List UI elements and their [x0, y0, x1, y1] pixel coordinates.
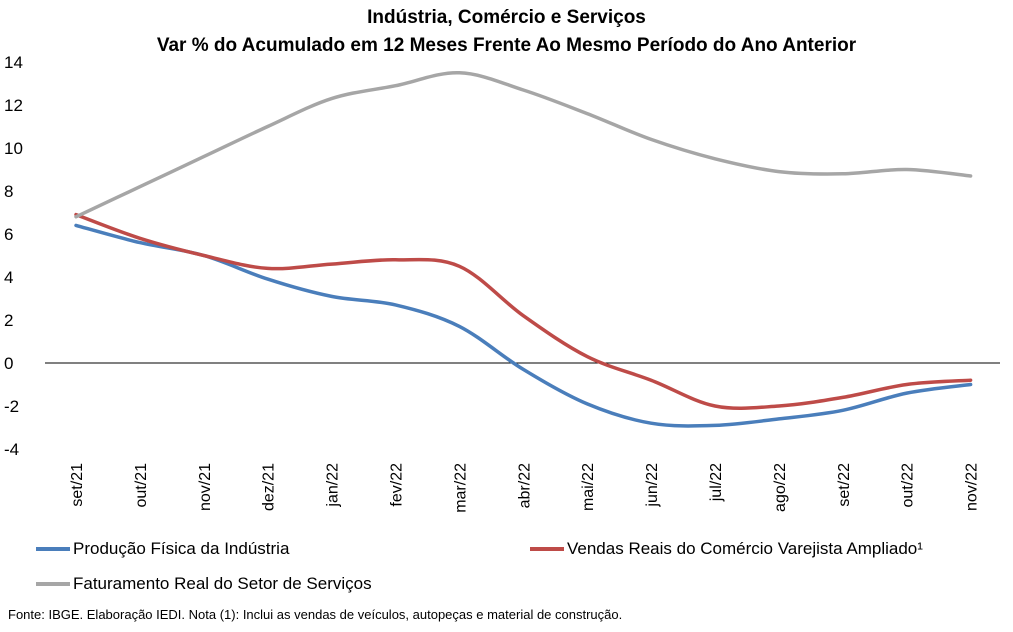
x-tick-label: jan/22	[325, 463, 342, 508]
x-tick-label: set/21	[69, 463, 86, 507]
x-tick-label: dez/21	[261, 463, 278, 511]
y-tick-label: -2	[4, 397, 19, 416]
y-tick-label: 2	[4, 311, 13, 330]
y-tick-label: 4	[4, 268, 13, 287]
x-tick-label: fev/22	[389, 463, 406, 507]
legend-swatch-industria	[36, 547, 70, 551]
x-tick-label: ago/22	[772, 463, 789, 512]
legend-item-comercio: Vendas Reais do Comércio Varejista Ampli…	[530, 539, 923, 559]
source-note: Fonte: IBGE. Elaboração IEDI. Nota (1): …	[8, 607, 623, 622]
legend-label-comercio: Vendas Reais do Comércio Varejista Ampli…	[567, 539, 923, 558]
line-chart: 14 12 10 8 6 4 2 0 -2 -4 set/21 out/21 nov/21 dez/21…	[4, 53, 1000, 513]
x-tick-label: abr/22	[516, 463, 533, 508]
x-tick-label: mar/22	[452, 463, 469, 513]
legend-item-servicos: Faturamento Real do Setor de Serviços	[36, 574, 372, 594]
legend-swatch-servicos	[36, 582, 70, 586]
legend-item-industria: Produção Física da Indústria	[36, 539, 289, 559]
y-tick-label: 8	[4, 182, 13, 201]
chart-title: Indústria, Comércio e Serviços Var % do …	[0, 4, 1013, 60]
series-lines	[74, 71, 973, 428]
series-line-servicos	[74, 71, 973, 219]
x-tick-label: set/22	[836, 463, 853, 507]
chart-subtitle-line: Var % do Acumulado em 12 Meses Frente Ao…	[156, 35, 857, 56]
y-tick-label: 12	[4, 96, 23, 115]
x-tick-label: mai/22	[580, 463, 597, 511]
x-tick-label: jun/22	[644, 463, 661, 508]
y-tick-label: 14	[4, 53, 23, 72]
x-tick-label: nov/21	[197, 463, 214, 511]
x-axis-ticks: set/21 out/21 nov/21 dez/21 jan/22 fev/22 mar/…	[69, 463, 981, 513]
x-tick-label: out/21	[133, 463, 150, 508]
x-tick-label: nov/22	[964, 463, 981, 511]
legend-label-servicos: Faturamento Real do Setor de Serviços	[73, 574, 372, 593]
series-line-comercio	[74, 212, 973, 410]
x-tick-label: out/22	[900, 463, 917, 508]
chart-title-line: Indústria, Comércio e Serviços	[367, 7, 646, 28]
x-tick-label: jul/22	[708, 463, 725, 502]
legend-label-industria: Produção Física da Indústria	[73, 539, 290, 558]
y-tick-label: 10	[4, 139, 23, 158]
y-tick-label: 0	[4, 354, 13, 373]
y-axis-ticks: 14 12 10 8 6 4 2 0 -2 -4	[4, 53, 23, 459]
legend-swatch-comercio	[530, 547, 564, 551]
y-tick-label: 6	[4, 225, 13, 244]
y-tick-label: -4	[4, 440, 19, 459]
